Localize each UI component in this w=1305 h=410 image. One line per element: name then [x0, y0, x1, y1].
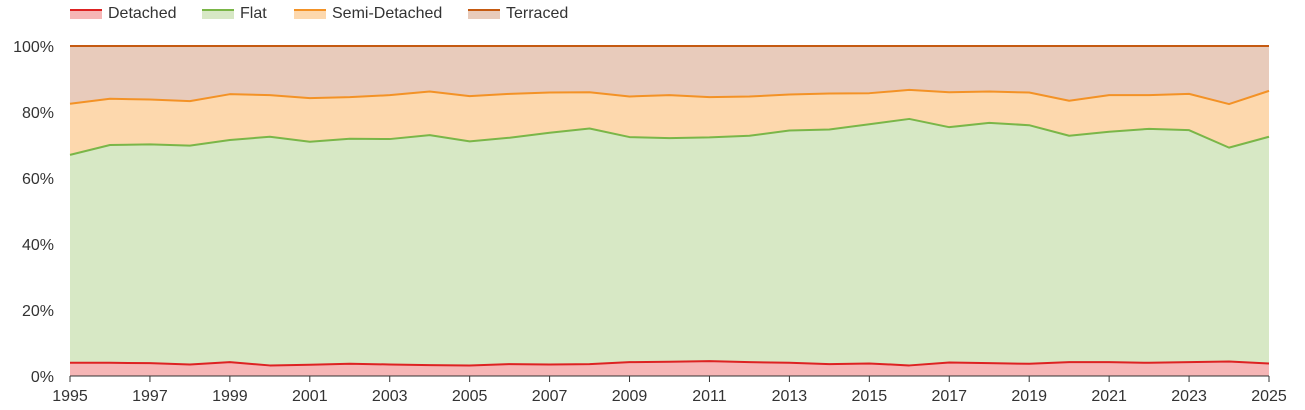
legend-swatch-terraced	[468, 10, 500, 19]
legend-swatch-semi-detached	[294, 10, 326, 19]
x-tick-label: 2009	[612, 388, 648, 405]
x-tick-label: 1997	[132, 388, 168, 405]
x-tick-label: 2003	[372, 388, 408, 405]
x-tick-label: 2019	[1011, 388, 1047, 405]
series-lines	[69, 45, 1270, 367]
legend-swatch-flat	[202, 10, 234, 19]
legend-label-terraced: Terraced	[506, 5, 568, 22]
x-tick-label: 2023	[1171, 388, 1207, 405]
x-tick-label: 2015	[852, 388, 888, 405]
y-axis: 0% 20% 40% 60% 80% 100%	[13, 39, 54, 386]
y-tick-label: 20%	[22, 303, 54, 320]
area-terraced	[70, 46, 1269, 105]
y-tick-label: 40%	[22, 237, 54, 254]
x-tick-label: 1999	[212, 388, 248, 405]
y-tick-label: 100%	[13, 39, 54, 56]
x-tick-label: 2007	[532, 388, 568, 405]
area-flat	[70, 118, 1269, 366]
legend-swatch-detached	[70, 10, 102, 19]
x-axis: 1995 1997 1999 2001 2003 2005 2007 2009 2011 2013…	[52, 375, 1287, 405]
x-tick-label: 2005	[452, 388, 488, 405]
x-tick-label: 1995	[52, 388, 88, 405]
x-tick-label: 2025	[1251, 388, 1287, 405]
legend-label-semi-detached: Semi-Detached	[332, 5, 442, 22]
x-tick-label: 2001	[292, 388, 328, 405]
y-tick-label: 0%	[31, 369, 54, 386]
x-tick-label: 2021	[1091, 388, 1127, 405]
x-tick-label: 2011	[692, 388, 727, 405]
legend-label-detached: Detached	[108, 5, 177, 22]
line-flat	[69, 117, 1270, 156]
x-tick-label: 2013	[772, 388, 808, 405]
line-detached	[70, 360, 1270, 367]
chart-legend: Detached Flat Semi-Detached Terraced	[70, 5, 568, 22]
legend-label-flat: Flat	[240, 5, 267, 22]
y-tick-label: 60%	[22, 171, 54, 188]
x-tick-label: 2017	[931, 388, 967, 405]
line-semi-detached	[69, 88, 1270, 106]
y-tick-label: 80%	[22, 105, 54, 122]
